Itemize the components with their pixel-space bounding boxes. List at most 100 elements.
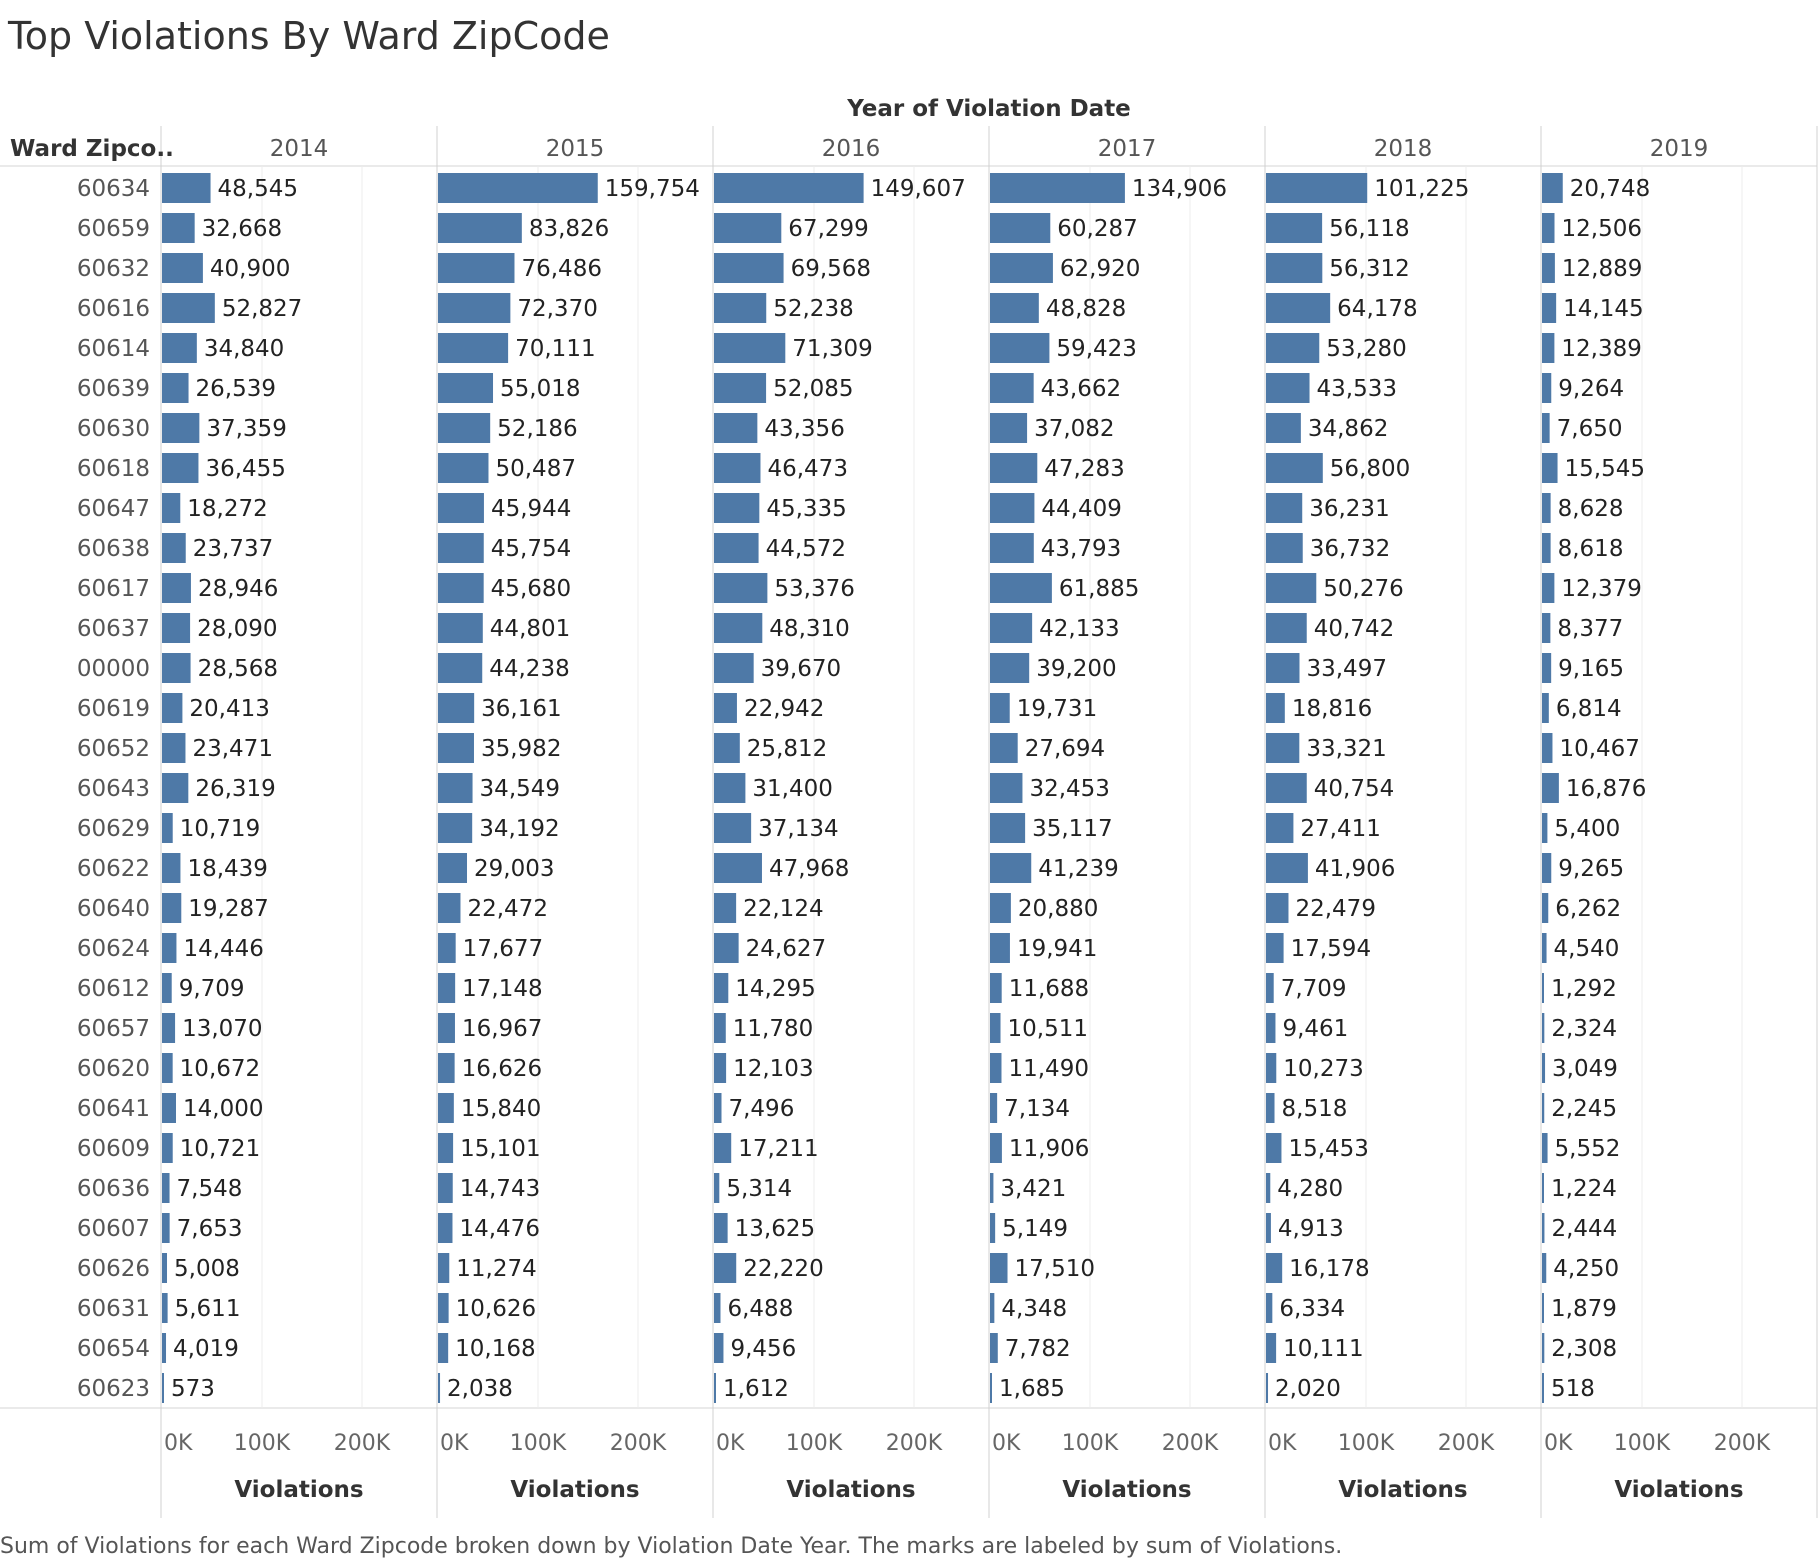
bar — [1542, 773, 1559, 803]
data-label: 27,411 — [1300, 816, 1380, 842]
data-label: 48,310 — [769, 616, 849, 642]
data-label: 10,719 — [180, 816, 260, 842]
data-label: 7,134 — [1004, 1096, 1070, 1122]
bar — [162, 693, 183, 723]
bar — [162, 413, 200, 443]
year-header: 2014 — [270, 136, 329, 162]
data-label: 2,308 — [1551, 1336, 1617, 1362]
bar — [1542, 1253, 1547, 1283]
data-label: 45,944 — [491, 496, 571, 522]
bar — [990, 413, 1028, 443]
bar — [438, 1053, 455, 1083]
bar — [1542, 933, 1547, 963]
data-label: 5,611 — [175, 1296, 241, 1322]
x-axis-title: Violations — [234, 1477, 363, 1503]
bar — [162, 853, 181, 883]
row-label: 60624 — [77, 936, 150, 962]
bar — [990, 373, 1034, 403]
bar — [438, 1213, 453, 1243]
data-label: 149,607 — [871, 176, 966, 202]
bar — [162, 373, 189, 403]
data-label: 43,356 — [764, 416, 844, 442]
bar — [1542, 293, 1557, 323]
row-label: 60652 — [77, 736, 150, 762]
bar — [1542, 1373, 1544, 1403]
bar — [438, 1293, 449, 1323]
data-label: 62,920 — [1060, 256, 1140, 282]
data-label: 35,982 — [481, 736, 561, 762]
row-label: 60636 — [77, 1176, 150, 1202]
data-label: 47,968 — [769, 856, 849, 882]
data-label: 8,377 — [1557, 616, 1623, 642]
bar — [1542, 573, 1555, 603]
data-label: 4,019 — [173, 1336, 239, 1362]
bar — [438, 213, 522, 243]
chart-title: Top Violations By Ward ZipCode — [8, 14, 610, 58]
bar — [990, 813, 1026, 843]
data-label: 8,618 — [1558, 536, 1624, 562]
bar — [990, 1173, 994, 1203]
data-label: 55,018 — [500, 376, 580, 402]
bar — [1542, 333, 1555, 363]
data-label: 43,793 — [1041, 536, 1121, 562]
data-label: 14,295 — [735, 976, 815, 1002]
data-label: 2,038 — [447, 1376, 513, 1402]
data-label: 28,946 — [198, 576, 278, 602]
data-label: 9,461 — [1282, 1016, 1348, 1042]
data-label: 36,732 — [1310, 536, 1390, 562]
row-label: 60647 — [77, 496, 150, 522]
bar — [714, 373, 767, 403]
bar — [990, 933, 1010, 963]
bar — [1266, 973, 1274, 1003]
bar — [990, 1213, 996, 1243]
bar — [162, 1053, 173, 1083]
bar — [1266, 813, 1294, 843]
data-label: 8,628 — [1558, 496, 1624, 522]
bar — [1266, 413, 1301, 443]
bar — [438, 733, 474, 763]
bar — [162, 813, 173, 843]
bar — [1542, 1093, 1545, 1123]
bar — [990, 173, 1125, 203]
data-label: 2,444 — [1551, 1216, 1617, 1242]
data-label: 23,737 — [193, 536, 273, 562]
data-label: 48,828 — [1046, 296, 1126, 322]
data-label: 7,782 — [1005, 1336, 1071, 1362]
bar — [714, 1293, 721, 1323]
bar — [162, 1293, 168, 1323]
x-axis-title: Violations — [510, 1477, 639, 1503]
bar — [438, 1093, 454, 1123]
bar — [162, 213, 195, 243]
year-header: 2019 — [1650, 136, 1709, 162]
bar — [162, 1253, 168, 1283]
bar — [162, 1333, 167, 1363]
row-label: 60639 — [77, 376, 150, 402]
data-label: 28,568 — [198, 656, 278, 682]
data-label: 10,467 — [1559, 736, 1639, 762]
data-label: 9,264 — [1558, 376, 1624, 402]
data-label: 7,548 — [177, 1176, 243, 1202]
bar — [438, 493, 484, 523]
bar — [1266, 493, 1303, 523]
bar — [990, 1373, 992, 1403]
bar — [990, 213, 1051, 243]
data-label: 64,178 — [1337, 296, 1417, 322]
bar — [1542, 453, 1558, 483]
bar — [1542, 733, 1553, 763]
data-label: 2,324 — [1551, 1016, 1617, 1042]
bar — [1542, 893, 1549, 923]
data-label: 69,568 — [791, 256, 871, 282]
bar — [438, 1253, 450, 1283]
bar — [1266, 733, 1300, 763]
bar — [438, 293, 511, 323]
row-label: 60612 — [77, 976, 150, 1002]
bar — [1542, 853, 1552, 883]
data-label: 3,049 — [1552, 1056, 1618, 1082]
data-label: 36,455 — [205, 456, 285, 482]
data-label: 4,250 — [1553, 1256, 1619, 1282]
bar — [438, 1333, 449, 1363]
bar — [438, 453, 489, 483]
bar — [1542, 973, 1544, 1003]
row-label: 60614 — [77, 336, 150, 362]
data-label: 9,709 — [179, 976, 245, 1002]
